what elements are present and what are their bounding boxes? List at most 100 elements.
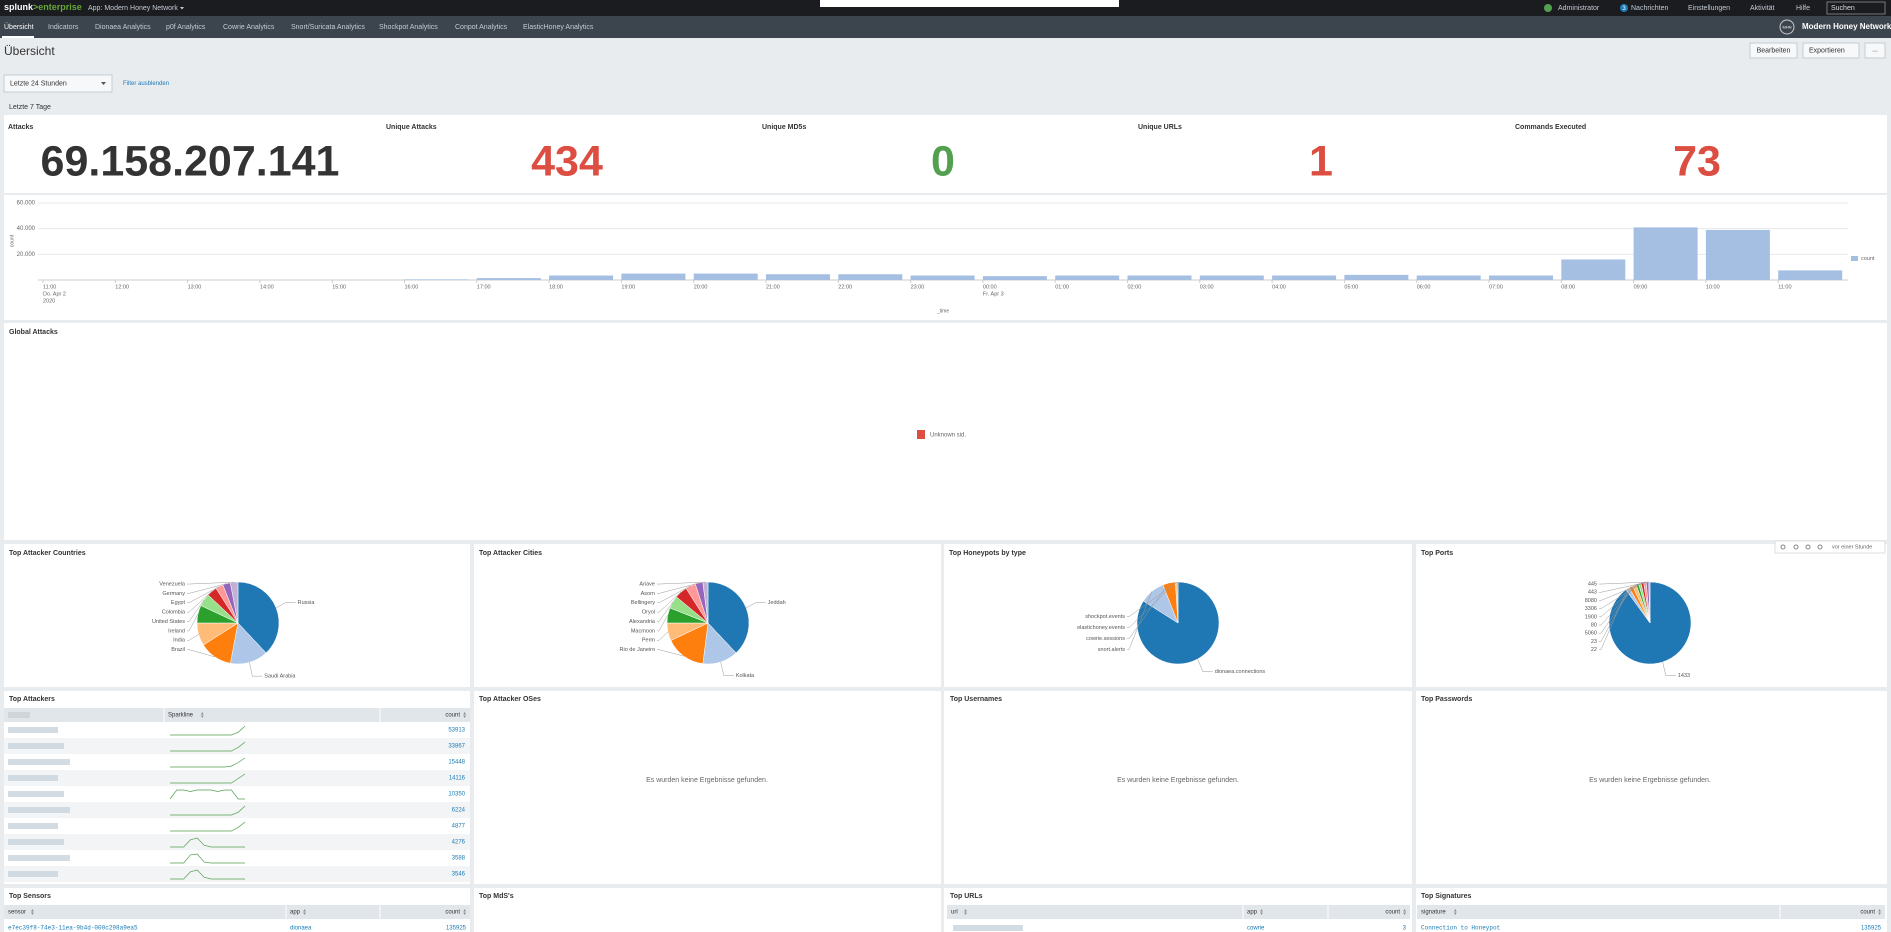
panel-title: Top Passwords <box>1421 696 1472 703</box>
table-cell[interactable]: dionaea <box>290 926 312 932</box>
bar <box>1489 275 1553 280</box>
bar <box>1127 275 1192 280</box>
count-cell[interactable]: 3588 <box>452 856 466 862</box>
sparkline <box>170 773 246 784</box>
pie-label: Bellingery <box>631 600 655 606</box>
pie-label: 445 <box>1588 582 1597 588</box>
column-header[interactable]: signature <box>1421 910 1446 916</box>
pie-label: 5060 <box>1585 631 1597 637</box>
leader-line <box>1599 586 1632 642</box>
logo-product: >enterprise <box>33 2 82 12</box>
x-axis-label: _time <box>936 308 949 314</box>
column-header[interactable]: url <box>951 910 958 916</box>
bar <box>404 279 469 280</box>
panel-title: Top Attackers <box>9 696 55 703</box>
sparkline <box>170 757 246 768</box>
count-cell[interactable]: 3546 <box>452 872 466 878</box>
column-header[interactable]: Sparkline <box>168 713 194 719</box>
leader-line <box>187 613 199 632</box>
panel-title: Top Attacker OSes <box>479 696 541 703</box>
caret <box>180 7 184 10</box>
inspect-icon[interactable] <box>1805 544 1811 550</box>
single-value-label: Unique URLs <box>1138 124 1182 131</box>
leader-line <box>1599 584 1635 634</box>
y-tick-label: 60.000 <box>17 201 36 207</box>
more-button[interactable] <box>1864 42 1886 59</box>
leader-line <box>657 592 682 613</box>
x-tick-label: 23:00 <box>911 284 925 290</box>
pie-label: Macmoon <box>631 628 655 634</box>
pie-label: Oryol <box>642 610 655 616</box>
table-cell[interactable]: cowrie <box>1247 926 1265 932</box>
app-title: Modern Honey Network <box>1802 22 1891 31</box>
hide-filters[interactable]: Filter ausblenden <box>123 81 169 87</box>
column-header[interactable]: count <box>445 713 460 719</box>
app-bar <box>0 16 1891 38</box>
leader-line <box>187 591 213 613</box>
export-button[interactable] <box>1802 42 1860 59</box>
pie-label: 23 <box>1591 639 1597 645</box>
single-value: 73 <box>1673 137 1721 185</box>
column-header[interactable]: app <box>1247 910 1258 916</box>
single-value-label: Unique MD5s <box>762 124 806 131</box>
error-message: Unknown sid. <box>930 433 966 439</box>
pie-label: 443 <box>1588 590 1597 596</box>
blurred-cell <box>953 925 1023 931</box>
section-label: Letzte 7 Tage <box>9 104 51 111</box>
error-icon <box>917 430 925 439</box>
nav-item[interactable]: Snort/Suricata Analytics <box>291 24 365 31</box>
leader-line <box>1127 591 1153 650</box>
sparkline <box>170 725 246 736</box>
search-box[interactable] <box>1826 1 1886 15</box>
time-dropdown[interactable] <box>3 74 113 93</box>
nav-item[interactable]: p0f Analytics <box>166 24 206 31</box>
count-cell[interactable]: 4276 <box>452 840 466 846</box>
app-menu[interactable]: App: Modern Honey Network <box>88 5 178 12</box>
export-icon[interactable] <box>1793 544 1799 550</box>
nav-item[interactable]: Conpot Analytics <box>455 24 508 31</box>
nav-item[interactable]: ElasticHoney Analytics <box>523 24 594 31</box>
table-cell[interactable]: 3 <box>1403 926 1407 932</box>
count-cell[interactable]: 33867 <box>448 744 465 750</box>
count-cell[interactable]: 53913 <box>448 728 465 734</box>
refresh-icon[interactable] <box>1817 544 1823 550</box>
sparkline <box>170 869 245 880</box>
menu-activity[interactable]: Aktivität <box>1750 5 1775 12</box>
menu-admin[interactable]: Administrator <box>1558 5 1600 12</box>
nav-item[interactable]: Übersicht <box>4 23 34 31</box>
count-cell[interactable]: 14116 <box>449 776 466 782</box>
table-cell[interactable]: e7ec39f8-74e3-11ea-9b4d-000c298a9ea5 <box>8 925 138 932</box>
edit-button[interactable] <box>1749 42 1798 59</box>
column-header[interactable]: app <box>290 910 301 916</box>
column-header[interactable]: count <box>445 910 460 916</box>
leader-line <box>187 581 235 585</box>
panel-title: Top Attacker Countries <box>9 550 86 557</box>
pie-label: 1900 <box>1585 614 1597 620</box>
menu-help[interactable]: Hilfe <box>1796 5 1810 12</box>
timeline-panel <box>4 195 1887 320</box>
row-stripe <box>4 738 470 754</box>
count-cell[interactable]: 6224 <box>452 808 466 814</box>
column-header[interactable]: sensor <box>8 910 26 916</box>
nav-item[interactable]: Dionaea Analytics <box>95 24 151 31</box>
sort-icon <box>30 909 34 915</box>
table-cell[interactable]: 135925 <box>1861 926 1882 932</box>
column-header[interactable]: count <box>1860 910 1875 916</box>
column-header[interactable]: count <box>1385 910 1400 916</box>
menu-messages[interactable]: Nachrichten <box>1631 5 1668 12</box>
nav-item[interactable]: Indicators <box>48 24 79 31</box>
count-cell[interactable]: 10350 <box>448 792 465 798</box>
panel <box>474 888 941 932</box>
x-date-label: Do. Apr 2 <box>43 291 66 297</box>
count-cell[interactable]: 15448 <box>448 760 465 766</box>
search-icon[interactable] <box>1780 544 1786 550</box>
menu-settings[interactable]: Einstellungen <box>1688 5 1730 12</box>
more-label: ... <box>1872 46 1878 53</box>
nav-item[interactable]: Cowrie Analytics <box>223 24 275 31</box>
table-cell[interactable]: Connection to Honeypot <box>1421 925 1500 932</box>
count-cell[interactable]: 4877 <box>452 824 466 830</box>
table-cell[interactable]: 135925 <box>446 926 467 932</box>
top-bar <box>0 0 1891 16</box>
nav-item[interactable]: Shockpot Analytics <box>379 24 438 31</box>
single-value-label: Unique Attacks <box>386 124 437 131</box>
